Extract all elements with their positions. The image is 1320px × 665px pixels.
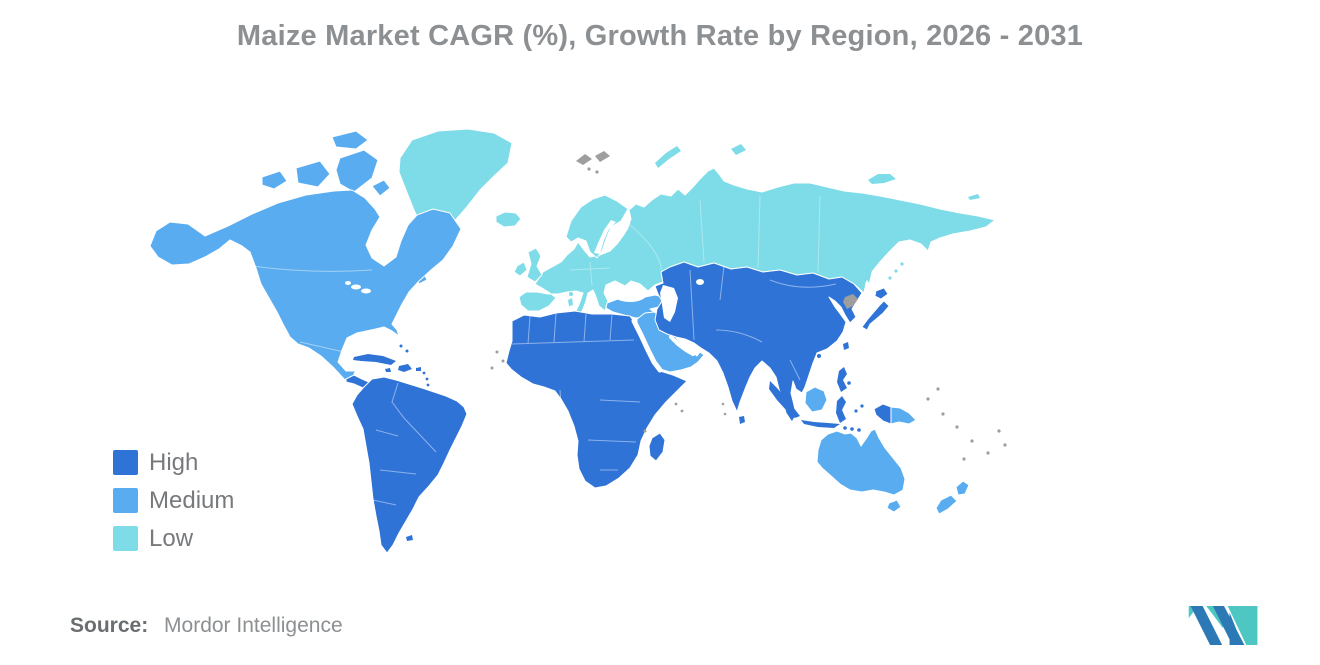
region-caribbean [353, 344, 430, 393]
source-value: Mordor Intelligence [164, 614, 343, 637]
country-borders [251, 195, 837, 506]
legend-swatch-medium [113, 488, 138, 513]
black-sea [613, 286, 647, 302]
logo-blue-band-1 [1190, 606, 1223, 645]
region-japan [861, 287, 890, 331]
region-north-korea [843, 294, 858, 309]
legend-label-medium: Medium [149, 486, 235, 514]
region-north-america [149, 189, 462, 381]
region-ireland [513, 261, 528, 277]
great-lakes [351, 284, 361, 290]
legend: High Medium Low [113, 448, 235, 564]
region-papua-new-guinea [890, 406, 917, 425]
region-svalbard [576, 151, 610, 174]
region-maritime-southeast-asia [739, 342, 864, 432]
region-canadian-arctic [261, 130, 428, 285]
red-sea [631, 318, 663, 373]
region-united-kingdom [526, 247, 543, 283]
region-borneo [804, 386, 828, 413]
mordor-intelligence-logo [1188, 606, 1258, 645]
gulf-of-bothnia [594, 220, 616, 254]
persian-gulf [669, 335, 695, 356]
legend-item-high: High [113, 448, 234, 476]
source-line: Source: Mordor Intelligence [70, 614, 343, 638]
legend-item-medium: Medium [113, 486, 235, 514]
logo-teal-block [1227, 606, 1258, 645]
legend-item-low: Low [113, 524, 234, 552]
logo-blue-triangle [1229, 612, 1243, 645]
region-asia [654, 261, 863, 423]
region-south-america [351, 376, 468, 554]
legend-label-high: High [149, 448, 199, 476]
region-arctic-islands-russia [655, 144, 980, 283]
source-label: Source: [70, 614, 149, 637]
legend-label-low: Low [149, 524, 194, 552]
region-new-zealand [935, 480, 970, 515]
region-madagascar [648, 432, 666, 462]
region-western-new-guinea [873, 403, 892, 425]
small-islands-no-data [490, 350, 1007, 461]
legend-swatch-low [113, 526, 138, 551]
legend-swatch-high [113, 450, 138, 475]
caspian-sea [660, 285, 678, 322]
region-tasmania [886, 499, 902, 513]
region-iceland [495, 211, 522, 228]
aral-sea [696, 279, 704, 285]
region-africa [505, 310, 688, 489]
great-lakes-2 [361, 288, 371, 294]
region-australia [816, 428, 906, 496]
region-falkland-islands [406, 535, 413, 541]
chart-title: Maize Market CAGR (%), Growth Rate by Re… [236, 20, 1084, 52]
lake-winnipeg [345, 281, 351, 285]
